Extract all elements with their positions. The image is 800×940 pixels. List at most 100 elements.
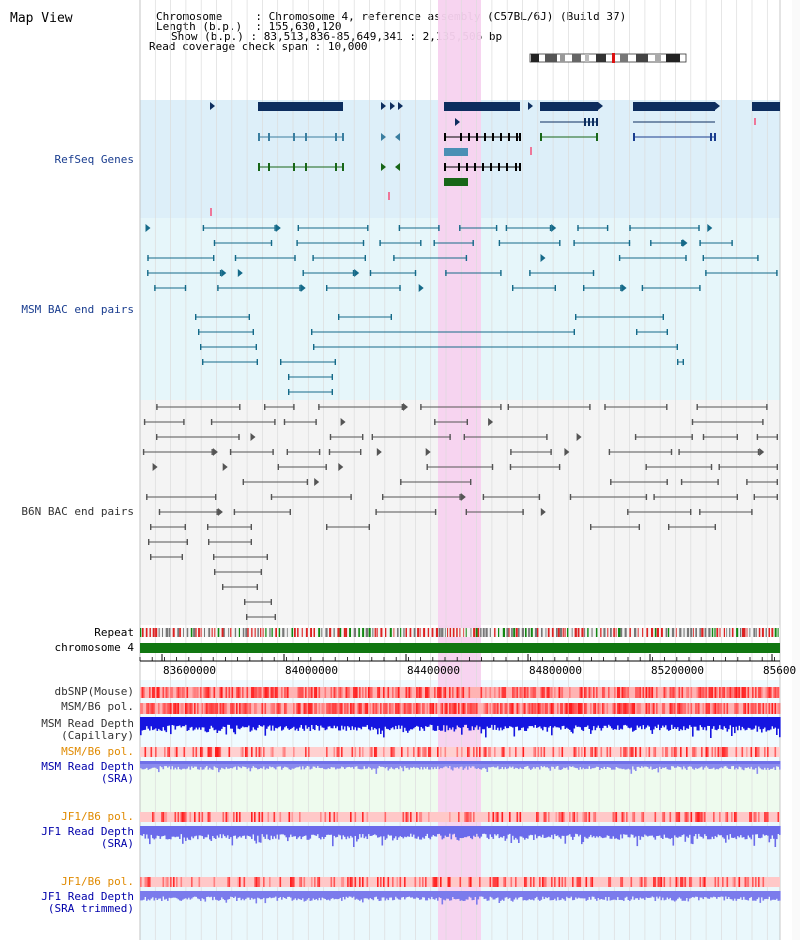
depth-bar[interactable] [567, 761, 570, 770]
bac-end[interactable] [318, 404, 320, 410]
transcript-exon[interactable] [596, 133, 598, 141]
depth-bar[interactable] [320, 761, 322, 769]
depth-bar[interactable] [447, 717, 450, 731]
depth-bar[interactable] [453, 761, 456, 768]
depth-bar[interactable] [237, 826, 240, 838]
heat-cell[interactable] [279, 703, 282, 714]
repeat-element[interactable] [362, 628, 365, 637]
depth-bar[interactable] [710, 761, 712, 769]
depth-bar[interactable] [579, 761, 582, 768]
repeat-element[interactable] [719, 628, 721, 637]
depth-bar[interactable] [450, 717, 453, 730]
depth-bar[interactable] [215, 891, 217, 900]
depth-bar[interactable] [353, 761, 355, 769]
heat-cell[interactable] [408, 703, 411, 714]
depth-bar[interactable] [401, 891, 403, 898]
heat-cell[interactable] [758, 687, 760, 698]
depth-bar[interactable] [332, 891, 334, 899]
bac-end[interactable] [360, 449, 362, 455]
heat-cell[interactable] [722, 747, 724, 757]
bac-end[interactable] [668, 524, 670, 530]
heat-cell[interactable] [351, 703, 354, 714]
bac-arrow[interactable] [540, 508, 546, 516]
depth-bar[interactable] [336, 717, 339, 727]
heat-cell[interactable] [165, 877, 168, 887]
msm-bac-label[interactable]: MSM BAC end pairs [21, 303, 134, 316]
depth-bar[interactable] [720, 826, 723, 836]
heat-cell[interactable] [305, 687, 307, 698]
bac-end[interactable] [367, 225, 369, 231]
depth-bar[interactable] [572, 717, 574, 734]
heat-cell[interactable] [362, 747, 364, 757]
depth-bar[interactable] [339, 717, 342, 731]
depth-bar[interactable] [197, 826, 199, 840]
depth-bar[interactable] [387, 891, 390, 901]
depth-bar[interactable] [434, 717, 436, 731]
heat-cell[interactable] [452, 703, 454, 714]
depth-bar[interactable] [290, 717, 292, 729]
depth-bar[interactable] [168, 826, 171, 839]
depth-bar[interactable] [248, 891, 250, 898]
depth-bar[interactable] [660, 761, 663, 769]
heat-cell[interactable] [471, 703, 474, 714]
bac-end[interactable] [699, 285, 701, 291]
depth-bar[interactable] [561, 717, 564, 727]
depth-bar[interactable] [299, 826, 301, 837]
depth-bar[interactable] [498, 891, 501, 903]
depth-bar[interactable] [705, 717, 708, 731]
depth-bar[interactable] [624, 717, 627, 725]
heat-cell[interactable] [543, 877, 546, 887]
depth-bar[interactable] [647, 826, 649, 837]
heat-cell[interactable] [270, 703, 273, 714]
heat-cell[interactable] [762, 877, 765, 887]
depth-bar[interactable] [254, 826, 256, 841]
depth-bar[interactable] [411, 826, 414, 837]
heat-cell[interactable] [303, 703, 306, 714]
heat-cell[interactable] [296, 703, 298, 714]
gene-block[interactable] [444, 178, 468, 186]
depth-bar[interactable] [270, 826, 273, 836]
depth-bar[interactable] [393, 891, 396, 900]
depth-bar[interactable] [662, 761, 664, 768]
bac-end[interactable] [507, 404, 509, 410]
depth-bar[interactable] [756, 826, 759, 835]
depth-bar[interactable] [399, 826, 402, 837]
depth-bar[interactable] [185, 717, 187, 725]
depth-bar[interactable] [404, 826, 406, 837]
depth-bar[interactable] [740, 717, 742, 731]
heat-cell[interactable] [257, 877, 259, 887]
depth-bar[interactable] [158, 761, 160, 773]
depth-bar[interactable] [363, 891, 366, 899]
heat-cell[interactable] [627, 687, 630, 698]
depth-bar[interactable] [618, 761, 621, 769]
depth-bar[interactable] [405, 717, 408, 731]
depth-bar[interactable] [170, 891, 172, 899]
repeat-element[interactable] [282, 628, 285, 637]
depth-bar[interactable] [608, 826, 610, 836]
heat-cell[interactable] [548, 812, 550, 822]
transcript-exon[interactable] [335, 133, 337, 141]
heat-cell[interactable] [747, 877, 750, 887]
heat-cell[interactable] [164, 703, 166, 714]
depth-bar[interactable] [743, 826, 745, 838]
heat-cell[interactable] [231, 703, 234, 714]
depth-bar[interactable] [734, 891, 736, 899]
depth-bar[interactable] [252, 826, 255, 835]
depth-bar[interactable] [285, 761, 288, 768]
heat-cell[interactable] [657, 877, 660, 887]
depth-bar[interactable] [677, 826, 679, 838]
heat-cell[interactable] [320, 812, 322, 822]
depth-bar[interactable] [375, 761, 378, 774]
bac-arrow[interactable] [314, 478, 320, 486]
depth-bar[interactable] [147, 826, 150, 839]
gene-arrow[interactable] [210, 102, 215, 110]
heat-cell[interactable] [737, 703, 739, 714]
depth-bar[interactable] [527, 891, 529, 901]
depth-bar[interactable] [755, 891, 757, 901]
heat-cell[interactable] [561, 747, 564, 757]
depth-bar[interactable] [681, 826, 684, 836]
heat-cell[interactable] [615, 812, 618, 822]
bac-end[interactable] [260, 569, 262, 575]
bac-end[interactable] [682, 359, 684, 365]
heat-cell[interactable] [495, 703, 498, 714]
